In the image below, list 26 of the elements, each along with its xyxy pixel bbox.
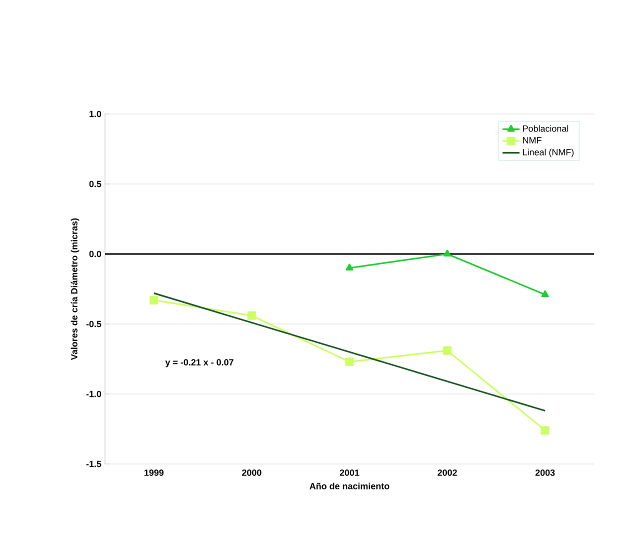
point	[443, 250, 452, 257]
annotation: y = -0.21 x - 0.07	[165, 359, 234, 368]
line-series	[153, 292, 546, 412]
x-tick-label: 2001	[340, 470, 360, 476]
y-tick-label: 0.5	[89, 180, 102, 188]
point	[540, 426, 550, 435]
y-axis-title: Valores de cría Diámetro (micras)	[70, 218, 80, 360]
point	[150, 296, 158, 304]
point	[346, 264, 354, 271]
legend-label: NMF	[523, 137, 542, 144]
x-tick-label: 1999	[144, 470, 164, 476]
x-tick-label: 2002	[438, 470, 457, 476]
y-tick-label: -1.5	[86, 460, 102, 468]
point	[247, 311, 256, 320]
point	[443, 346, 452, 355]
y-tick-label: 0.0	[89, 250, 102, 258]
y-tick-label: -1.0	[86, 390, 102, 398]
x-tick-label: 2000	[242, 470, 262, 476]
legend-label: Poblacional	[523, 125, 568, 132]
x-axis-title: Año de nacimiento	[310, 482, 390, 490]
y-tick-label: 1.0	[90, 110, 102, 118]
legend-label: Lineal (NMF)	[523, 148, 574, 158]
y-tick-label: -0.5	[86, 320, 102, 328]
point	[541, 290, 549, 298]
x-tick-label: 2003	[535, 470, 555, 476]
point	[345, 358, 354, 366]
